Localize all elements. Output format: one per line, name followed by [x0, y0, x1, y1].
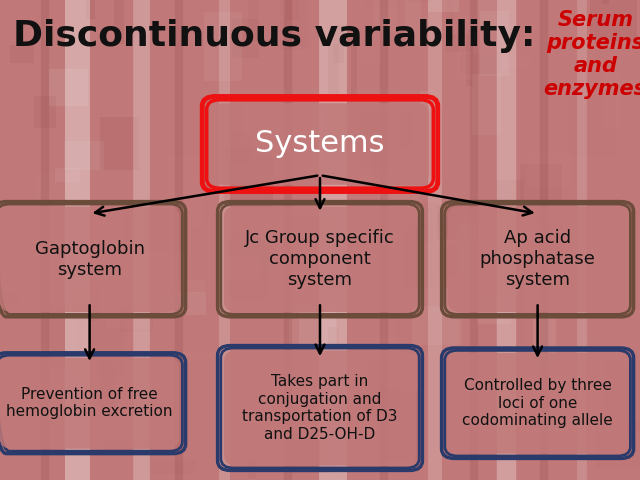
FancyBboxPatch shape	[436, 204, 478, 239]
FancyBboxPatch shape	[131, 212, 159, 244]
FancyBboxPatch shape	[56, 168, 80, 182]
FancyBboxPatch shape	[373, 124, 390, 179]
FancyBboxPatch shape	[204, 12, 241, 81]
FancyBboxPatch shape	[359, 112, 387, 169]
FancyBboxPatch shape	[479, 12, 509, 75]
FancyBboxPatch shape	[436, 245, 467, 277]
FancyBboxPatch shape	[445, 34, 473, 52]
FancyBboxPatch shape	[367, 359, 387, 417]
FancyBboxPatch shape	[420, 92, 428, 108]
FancyBboxPatch shape	[533, 315, 556, 366]
FancyBboxPatch shape	[107, 311, 152, 329]
FancyBboxPatch shape	[72, 119, 86, 190]
Text: Serum
proteins
and
enzymes: Serum proteins and enzymes	[544, 10, 640, 99]
FancyBboxPatch shape	[132, 0, 143, 39]
FancyBboxPatch shape	[231, 258, 260, 279]
FancyBboxPatch shape	[428, 0, 460, 12]
FancyBboxPatch shape	[56, 268, 86, 279]
Text: Prevention of free
hemoglobin excretion: Prevention of free hemoglobin excretion	[6, 387, 173, 420]
FancyBboxPatch shape	[299, 303, 337, 349]
Text: Takes part in
conjugation and
transportation of D3
and D25-OH-D: Takes part in conjugation and transporta…	[243, 374, 397, 442]
FancyBboxPatch shape	[166, 234, 192, 286]
FancyBboxPatch shape	[351, 31, 357, 97]
FancyBboxPatch shape	[477, 0, 496, 26]
FancyBboxPatch shape	[458, 223, 476, 276]
FancyBboxPatch shape	[180, 352, 220, 361]
FancyBboxPatch shape	[220, 103, 243, 142]
FancyBboxPatch shape	[448, 206, 627, 312]
Text: Systems: Systems	[255, 130, 385, 158]
FancyBboxPatch shape	[396, 92, 423, 159]
FancyBboxPatch shape	[151, 460, 196, 474]
FancyBboxPatch shape	[460, 54, 497, 74]
FancyBboxPatch shape	[287, 216, 332, 243]
FancyBboxPatch shape	[35, 173, 79, 220]
FancyBboxPatch shape	[500, 57, 531, 69]
FancyBboxPatch shape	[399, 111, 414, 148]
FancyBboxPatch shape	[86, 0, 95, 19]
FancyBboxPatch shape	[572, 357, 621, 382]
FancyBboxPatch shape	[211, 103, 429, 185]
FancyBboxPatch shape	[34, 96, 56, 128]
FancyBboxPatch shape	[410, 203, 438, 242]
Text: Gaptoglobin
system: Gaptoglobin system	[35, 240, 145, 278]
FancyBboxPatch shape	[0, 206, 179, 312]
FancyBboxPatch shape	[602, 362, 640, 433]
FancyBboxPatch shape	[63, 141, 104, 170]
FancyBboxPatch shape	[602, 0, 609, 3]
FancyBboxPatch shape	[328, 327, 339, 360]
FancyBboxPatch shape	[333, 25, 344, 63]
FancyBboxPatch shape	[326, 104, 367, 149]
FancyBboxPatch shape	[155, 205, 163, 229]
FancyBboxPatch shape	[291, 430, 330, 473]
FancyBboxPatch shape	[383, 386, 400, 422]
FancyBboxPatch shape	[311, 108, 323, 165]
FancyBboxPatch shape	[224, 206, 416, 312]
FancyBboxPatch shape	[99, 362, 115, 411]
FancyBboxPatch shape	[280, 0, 308, 50]
FancyBboxPatch shape	[412, 306, 462, 345]
FancyBboxPatch shape	[289, 306, 337, 348]
FancyBboxPatch shape	[580, 337, 605, 394]
FancyBboxPatch shape	[520, 164, 562, 201]
FancyBboxPatch shape	[115, 0, 124, 44]
FancyBboxPatch shape	[356, 45, 383, 63]
Text: Discontinuous variability:: Discontinuous variability:	[13, 19, 535, 53]
FancyBboxPatch shape	[168, 156, 203, 227]
FancyBboxPatch shape	[458, 14, 477, 81]
FancyBboxPatch shape	[82, 408, 107, 455]
FancyBboxPatch shape	[543, 410, 568, 432]
FancyBboxPatch shape	[250, 152, 268, 162]
FancyBboxPatch shape	[223, 147, 273, 206]
FancyBboxPatch shape	[328, 44, 339, 99]
FancyBboxPatch shape	[49, 69, 88, 106]
FancyBboxPatch shape	[380, 390, 423, 461]
Text: Controlled by three
loci of one
codominating allele: Controlled by three loci of one codomina…	[462, 378, 613, 428]
FancyBboxPatch shape	[100, 117, 139, 170]
FancyBboxPatch shape	[294, 46, 327, 110]
FancyBboxPatch shape	[74, 285, 98, 321]
FancyBboxPatch shape	[358, 392, 396, 412]
Text: Ap acid
phosphatase
system: Ap acid phosphatase system	[479, 229, 596, 289]
FancyBboxPatch shape	[477, 296, 511, 324]
FancyBboxPatch shape	[466, 29, 473, 86]
FancyBboxPatch shape	[527, 153, 571, 188]
FancyBboxPatch shape	[224, 350, 416, 466]
FancyBboxPatch shape	[448, 353, 627, 454]
FancyBboxPatch shape	[252, 105, 289, 156]
FancyBboxPatch shape	[47, 308, 84, 368]
Text: Jc Group specific
component
system: Jc Group specific component system	[245, 229, 395, 289]
FancyBboxPatch shape	[537, 212, 547, 224]
FancyBboxPatch shape	[602, 72, 620, 130]
FancyBboxPatch shape	[237, 228, 288, 273]
FancyBboxPatch shape	[10, 45, 33, 63]
FancyBboxPatch shape	[589, 0, 637, 41]
FancyBboxPatch shape	[161, 292, 206, 314]
FancyBboxPatch shape	[76, 320, 124, 377]
FancyBboxPatch shape	[226, 132, 253, 165]
FancyBboxPatch shape	[0, 358, 179, 449]
